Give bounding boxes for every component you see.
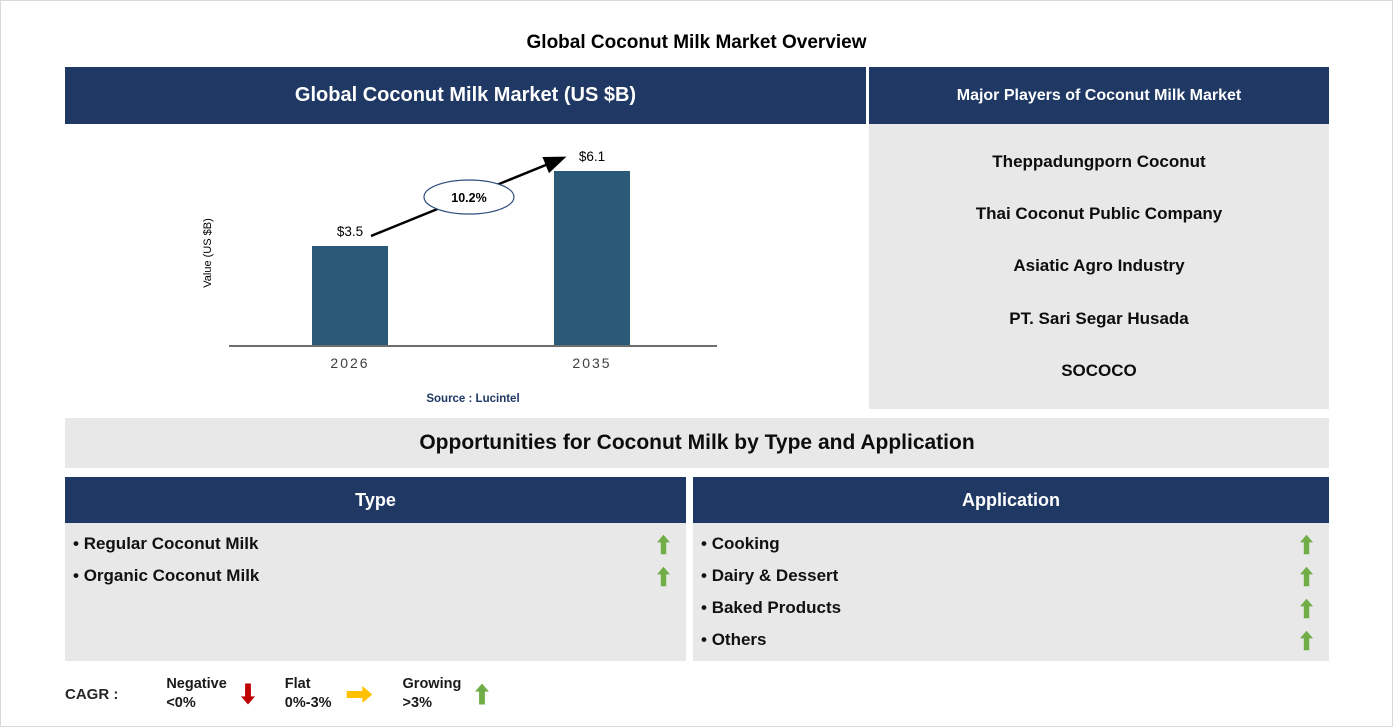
type-item-row: Organic Coconut Milk xyxy=(65,560,686,592)
negative-down-arrow-icon xyxy=(240,683,255,705)
application-item-row: Others xyxy=(693,624,1329,656)
application-item-row: Baked Products xyxy=(693,592,1329,624)
type-list: Regular Coconut Milk Organic Coconut Mil… xyxy=(65,523,686,661)
legend-flat-text: Flat 0%-3% xyxy=(285,675,332,713)
players-panel-header: Major Players of Coconut Milk Market xyxy=(869,67,1329,124)
application-item-label: Dairy & Dessert xyxy=(701,566,839,586)
source-note: Source : Lucintel xyxy=(426,393,520,405)
growing-up-arrow-icon xyxy=(475,683,490,705)
cagr-ellipse xyxy=(423,179,515,215)
type-item-label: Regular Coconut Milk xyxy=(73,534,259,554)
legend-item-growing: Growing >3% xyxy=(403,675,490,713)
legend-growing-name: Growing xyxy=(402,676,462,693)
application-list: Cooking Dairy & Dessert Baked Products O… xyxy=(693,523,1329,661)
player-item: SOCOCO xyxy=(1061,360,1137,380)
type-panel-title: Type xyxy=(355,489,396,510)
bar-2026 xyxy=(312,246,388,346)
legend-flat-range: 0%-3% xyxy=(284,695,332,711)
type-item-label: Organic Coconut Milk xyxy=(73,566,260,586)
legend-title: CAGR : xyxy=(65,685,119,703)
trend-arrow-line xyxy=(370,156,567,238)
bar-value-label-2035: $6.1 xyxy=(578,149,606,164)
growing-up-arrow-icon xyxy=(1300,534,1313,555)
type-panel: Type Regular Coconut Milk Organic Coconu… xyxy=(65,477,686,661)
y-axis-label: Value (US $B) xyxy=(202,218,214,288)
major-players-panel: Major Players of Coconut Milk Market The… xyxy=(869,67,1329,409)
growing-up-arrow-icon xyxy=(657,534,670,555)
players-panel-title: Major Players of Coconut Milk Market xyxy=(956,86,1242,104)
cagr-arrow-annotation: 10.2% xyxy=(370,156,567,238)
legend-growing-text: Growing >3% xyxy=(403,675,462,713)
legend-item-negative: Negative <0% xyxy=(166,675,255,713)
x-tick-2035: 2035 xyxy=(572,355,612,371)
legend-negative-name: Negative xyxy=(166,676,227,693)
cagr-legend: CAGR : Negative <0% Flat 0%-3% Growing >… xyxy=(65,671,519,717)
growing-up-arrow-icon xyxy=(1300,630,1313,651)
application-item-label: Others xyxy=(701,630,767,650)
growing-up-arrow-icon xyxy=(657,566,670,587)
growing-up-arrow-icon xyxy=(1300,598,1313,619)
legend-flat-name: Flat xyxy=(284,676,311,693)
legend-item-flat: Flat 0%-3% xyxy=(285,675,373,713)
bar-2035 xyxy=(554,171,630,346)
growing-up-arrow-icon xyxy=(1300,566,1313,587)
players-list: Theppadungporn Coconut Thai Coconut Publ… xyxy=(869,124,1329,409)
application-item-label: Baked Products xyxy=(701,598,841,618)
application-item-row: Dairy & Dessert xyxy=(693,560,1329,592)
flat-right-arrow-icon xyxy=(346,685,373,703)
cagr-value: 10.2% xyxy=(451,191,486,205)
player-item: PT. Sari Segar Husada xyxy=(1009,308,1189,328)
bar-chart: Value (US $B) $3.5 $6.1 10.2% 2026 2035 … xyxy=(65,124,866,414)
x-tick-2026: 2026 xyxy=(330,355,370,371)
application-item-row: Cooking xyxy=(693,528,1329,560)
application-panel: Application Cooking Dairy & Dessert Bake… xyxy=(693,477,1329,661)
legend-growing-range: >3% xyxy=(402,695,432,711)
bar-value-label-2026: $3.5 xyxy=(336,224,364,239)
player-item: Thai Coconut Public Company xyxy=(975,204,1223,224)
type-item-row: Regular Coconut Milk xyxy=(65,528,686,560)
x-axis xyxy=(229,345,717,347)
opportunities-banner: Opportunities for Coconut Milk by Type a… xyxy=(65,418,1329,468)
application-panel-title: Application xyxy=(962,489,1060,510)
page-title: Global Coconut Milk Market Overview xyxy=(526,32,867,53)
application-panel-header: Application xyxy=(693,477,1329,523)
player-item: Asiatic Agro Industry xyxy=(1013,256,1185,276)
chart-panel-title: Global Coconut Milk Market (US $B) xyxy=(294,84,637,106)
legend-negative-range: <0% xyxy=(166,695,196,711)
player-item: Theppadungporn Coconut xyxy=(992,152,1206,172)
opportunities-banner-text: Opportunities for Coconut Milk by Type a… xyxy=(419,431,975,454)
chart-panel-header: Global Coconut Milk Market (US $B) xyxy=(65,67,866,124)
legend-negative-text: Negative <0% xyxy=(166,675,226,713)
type-panel-header: Type xyxy=(65,477,686,523)
application-item-label: Cooking xyxy=(701,534,780,554)
